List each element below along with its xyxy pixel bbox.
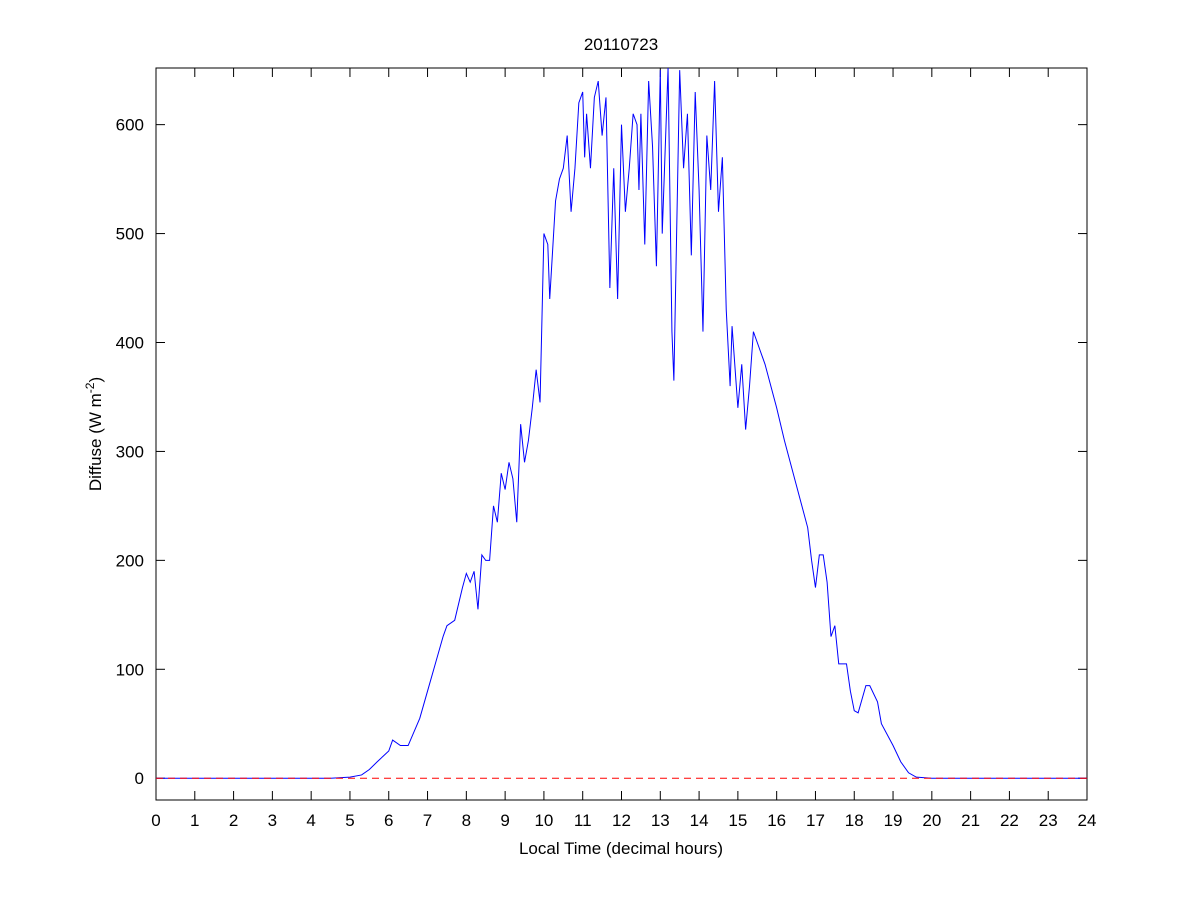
x-tick-label: 3 bbox=[268, 811, 277, 830]
x-tick-label: 12 bbox=[612, 811, 631, 830]
y-axis-label-text: Diffuse (W m bbox=[86, 393, 105, 491]
x-tick-label: 18 bbox=[845, 811, 864, 830]
x-axis-label: Local Time (decimal hours) bbox=[519, 839, 723, 858]
x-tick-label: 16 bbox=[767, 811, 786, 830]
x-tick-label: 14 bbox=[690, 811, 709, 830]
y-axis-label-text: ) bbox=[86, 377, 105, 383]
y-tick-label: 500 bbox=[116, 225, 144, 244]
x-tick-label: 13 bbox=[651, 811, 670, 830]
chart-title: 20110723 bbox=[584, 35, 658, 54]
x-tick-label: 2 bbox=[229, 811, 238, 830]
y-axis-label: Diffuse (W m-2) bbox=[83, 377, 105, 491]
y-tick-label: 100 bbox=[116, 660, 144, 679]
y-tick-label: 0 bbox=[135, 769, 144, 788]
x-tick-label: 24 bbox=[1078, 811, 1097, 830]
x-tick-label: 15 bbox=[728, 811, 747, 830]
x-tick-label: 5 bbox=[345, 811, 354, 830]
x-tick-label: 8 bbox=[462, 811, 471, 830]
x-tick-label: 20 bbox=[922, 811, 941, 830]
x-tick-label: 9 bbox=[500, 811, 509, 830]
line-series bbox=[156, 67, 1087, 779]
x-tick-label: 17 bbox=[806, 811, 825, 830]
x-tick-label: 1 bbox=[190, 811, 199, 830]
x-tick-label: 23 bbox=[1039, 811, 1058, 830]
x-tick-label: 10 bbox=[534, 811, 553, 830]
y-tick-label: 300 bbox=[116, 442, 144, 461]
y-tick-label: 600 bbox=[116, 116, 144, 135]
x-tick-label: 22 bbox=[1000, 811, 1019, 830]
y-axis-label-superscript: -2 bbox=[83, 382, 97, 393]
y-tick-label: 200 bbox=[116, 551, 144, 570]
x-tick-label: 0 bbox=[151, 811, 160, 830]
x-tick-label: 6 bbox=[384, 811, 393, 830]
x-tick-label: 19 bbox=[884, 811, 903, 830]
x-tick-label: 11 bbox=[574, 811, 592, 830]
x-tick-label: 7 bbox=[423, 811, 432, 830]
y-tick-label: 400 bbox=[116, 334, 144, 353]
x-tick-label: 4 bbox=[306, 811, 315, 830]
x-tick-label: 21 bbox=[961, 811, 980, 830]
